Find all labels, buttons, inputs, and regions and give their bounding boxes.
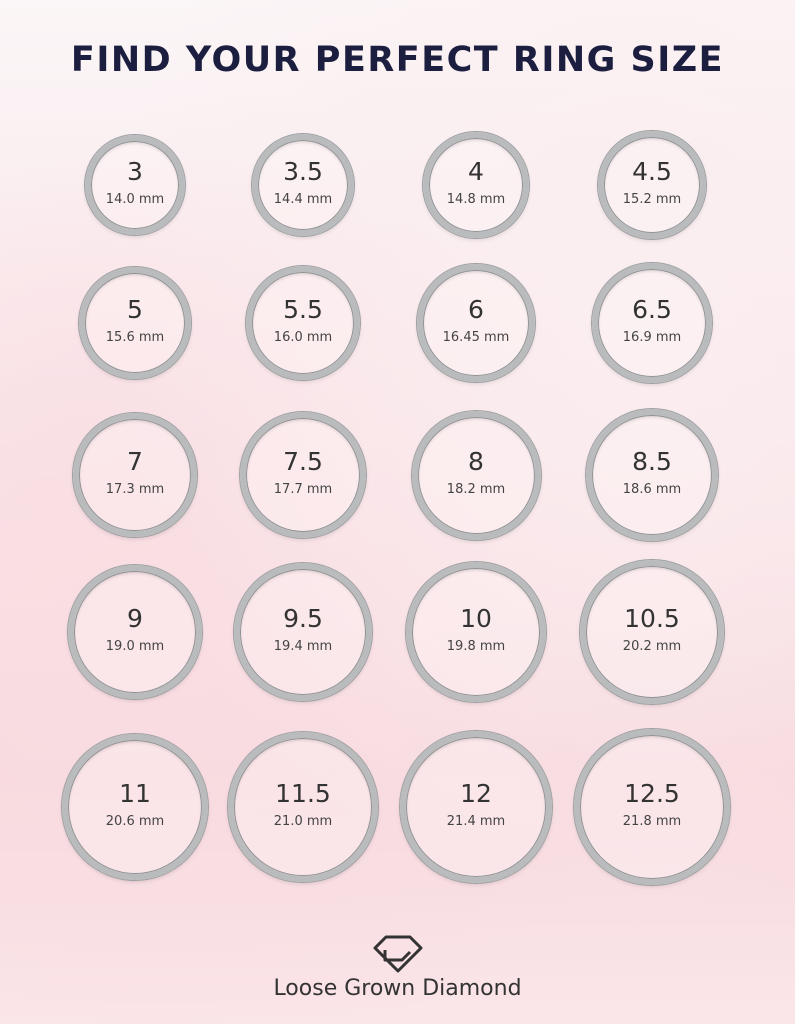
ring-size-label: 9 (127, 603, 143, 633)
ring-diameter-label: 19.0 mm (105, 638, 165, 654)
ring-size-label: 11 (119, 778, 151, 808)
ring-size-4: 4 14.8 mm (423, 132, 529, 238)
page-title: FIND YOUR PERFECT RING SIZE (70, 40, 725, 80)
brand-name: Loose Grown Diamond (273, 976, 522, 1001)
ring-size-label: 8.5 (632, 446, 672, 476)
ring-diameter-label: 17.7 mm (273, 481, 333, 497)
ring-size-4.5: 4.5 15.2 mm (597, 130, 707, 240)
ring-diameter-label: 20.6 mm (105, 813, 165, 829)
ring-size-11.5: 11.5 21.0 mm (228, 732, 378, 882)
ring-size-10: 10 19.8 mm (405, 561, 547, 703)
ring-size-label: 3.5 (283, 156, 323, 186)
ring-size-9: 9 19.0 mm (67, 564, 203, 700)
ring-diameter-label: 21.8 mm (622, 813, 682, 829)
ring-size-7.5: 7.5 17.7 mm (239, 411, 367, 539)
ring-size-6: 6 16.45 mm (417, 264, 535, 382)
ring-size-12: 12 21.4 mm (399, 730, 553, 884)
ring-diameter-label: 21.0 mm (273, 813, 333, 829)
ring-diameter-label: 20.2 mm (622, 639, 682, 654)
diamond-logo-icon (373, 935, 423, 973)
ring-size-label: 11.5 (275, 778, 331, 808)
ring-size-label: 6.5 (632, 294, 672, 324)
ring-size-11: 11 20.6 mm (61, 733, 209, 881)
ring-diameter-label: 14.0 mm (105, 192, 165, 207)
ring-size-label: 7.5 (283, 446, 323, 476)
ring-size-3.5: 3.5 14.4 mm (251, 133, 355, 237)
ring-diameter-label: 21.4 mm (446, 813, 506, 829)
ring-size-label: 7 (127, 446, 143, 476)
ring-size-label: 8 (468, 447, 484, 476)
ring-size-8.5: 8.5 18.6 mm (586, 409, 718, 541)
ring-size-label: 4.5 (632, 156, 672, 186)
ring-size-5: 5 15.6 mm (79, 267, 191, 379)
ring-diameter-label: 16.45 mm (442, 329, 510, 345)
ring-size-6.5: 6.5 16.9 mm (591, 262, 713, 384)
ring-diameter-label: 18.2 mm (446, 482, 506, 497)
ring-diameter-label: 15.2 mm (622, 191, 682, 207)
ring-size-5.5: 5.5 16.0 mm (245, 265, 361, 381)
ring-size-label: 10 (460, 603, 492, 633)
ring-diameter-label: 15.6 mm (105, 329, 165, 345)
ring-size-label: 4 (468, 156, 484, 186)
ring-diameter-label: 19.8 mm (446, 638, 506, 654)
ring-diameter-label: 18.6 mm (622, 481, 682, 497)
ring-size-label: 5 (127, 294, 143, 324)
ring-size-label: 12 (460, 778, 492, 808)
ring-diameter-label: 19.4 mm (273, 638, 333, 654)
ring-diameter-label: 16.9 mm (622, 329, 682, 345)
ring-diameter-label: 17.3 mm (105, 481, 165, 497)
ring-size-label: 3 (127, 157, 143, 186)
ring-size-label: 5.5 (283, 295, 323, 324)
ring-size-label: 12.5 (624, 778, 680, 808)
ring-size-label: 9.5 (283, 603, 323, 633)
ring-diameter-label: 14.8 mm (446, 191, 506, 207)
ring-diameter-label: 14.4 mm (273, 191, 333, 207)
ring-diameter-label: 16.0 mm (273, 330, 333, 345)
ring-size-3: 3 14.0 mm (85, 135, 185, 235)
ring-size-label: 10.5 (624, 604, 680, 633)
ring-size-10.5: 10.5 20.2 mm (580, 560, 724, 704)
ring-size-8: 8 18.2 mm (411, 410, 541, 540)
ring-size-9.5: 9.5 19.4 mm (234, 563, 372, 701)
ring-size-label: 6 (468, 294, 484, 324)
ring-size-7: 7 17.3 mm (73, 413, 197, 537)
ring-size-12.5: 12.5 21.8 mm (574, 729, 730, 885)
